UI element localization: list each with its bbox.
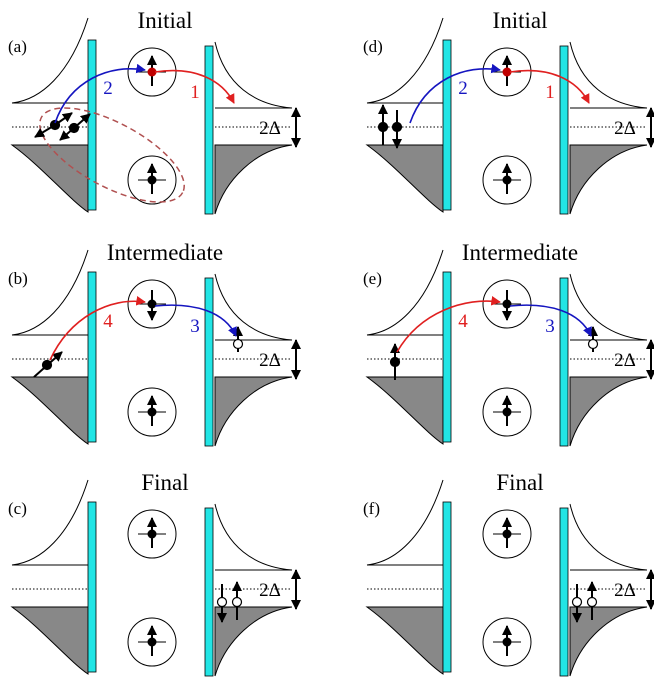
upper-band [12,480,88,565]
lower-band [367,145,443,212]
lower-band [367,607,443,674]
upper-band [215,274,292,340]
panel-title: Initial [493,8,548,33]
gap-label: 2Δ [259,580,281,601]
panel: Final (f) 2Δ [363,470,651,676]
electron [503,300,512,309]
electron [503,638,512,647]
barrier [88,272,96,442]
hole [589,340,598,349]
electron [391,358,400,367]
step-number: 3 [545,316,555,337]
panel-label: (f) [363,499,380,518]
upper-band [215,504,292,570]
lower-band [215,607,292,676]
step-number: 4 [103,311,113,332]
barrier [443,40,451,210]
panel-label: (b) [8,269,28,288]
panel-title: Intermediate [107,240,223,265]
electron [379,123,388,132]
step-number: 2 [103,78,113,99]
panel: Final (c) 2Δ [8,470,296,676]
hole [233,598,242,607]
electron [503,530,512,539]
electron [393,123,402,132]
gap-label: 2Δ [614,580,636,601]
lower-band [12,607,88,674]
electron [70,124,79,133]
upper-band [570,42,647,108]
lower-band [570,607,647,676]
step-number: 3 [190,316,200,337]
lower-band [12,377,88,444]
lower-band [215,377,292,446]
electron [148,638,157,647]
electron [43,361,52,370]
panel-title: Intermediate [462,240,578,265]
lower-band [570,377,647,446]
electron [148,176,157,185]
lower-band [12,145,88,212]
panel-title: Final [141,470,188,495]
gap-label: 2Δ [259,350,281,371]
upper-band [570,504,647,570]
hole [218,598,227,607]
barrier [443,502,451,672]
lower-band [215,145,292,214]
barrier [560,46,568,214]
hole [588,598,597,607]
hole [573,598,582,607]
step-number: 2 [458,78,468,99]
panel-title: Final [496,470,543,495]
hole [234,340,243,349]
panel-label: (d) [363,37,383,56]
transfer-arrow [410,69,500,123]
gap-label: 2Δ [614,350,636,371]
transfer-arrow [50,301,145,360]
barrier [205,508,213,676]
barrier [560,508,568,676]
barrier [205,278,213,446]
panel: Initial (d) 2Δ 2 1 [363,8,651,214]
upper-band [367,480,443,565]
lower-band [570,145,647,214]
upper-band [215,42,292,108]
barrier [88,502,96,672]
upper-band [367,250,443,335]
panel-label: (a) [8,37,27,56]
step-number: 4 [458,311,468,332]
barrier [560,278,568,446]
electron [148,300,157,309]
lower-band [367,377,443,444]
panel: Initial (a) 2Δ 2 1 [8,8,296,221]
barrier [205,46,213,214]
upper-band [570,274,647,340]
step-number: 1 [545,82,555,103]
electron [503,408,512,417]
panel: Intermediate (b) 2Δ 4 3 [8,240,296,446]
gap-label: 2Δ [614,118,636,139]
panel-title: Initial [138,8,193,33]
barrier [443,272,451,442]
barrier [88,40,96,210]
step-number: 1 [190,82,200,103]
upper-band [12,250,88,335]
panel: Intermediate (e) 2Δ 4 3 [363,240,651,446]
electron [503,176,512,185]
panel-label: (c) [8,499,27,518]
gap-label: 2Δ [259,118,281,139]
panel-label: (e) [363,269,382,288]
electron [148,530,157,539]
figure: Initial (a) 2Δ 2 1 Intermediate (b) 2Δ 4 3 Final (c… [0,0,654,685]
electron [148,408,157,417]
